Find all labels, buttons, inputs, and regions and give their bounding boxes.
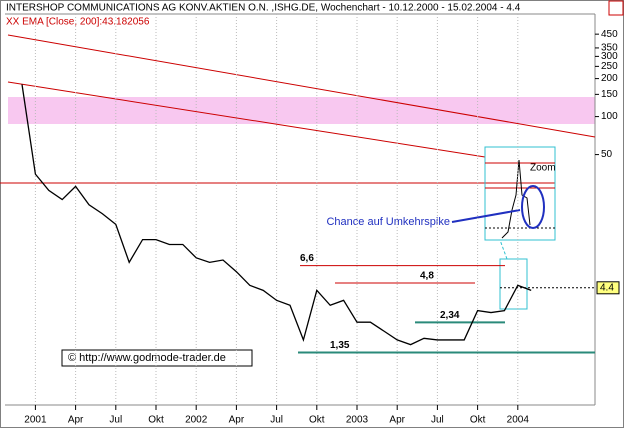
x-tick-label: Okt xyxy=(470,415,486,426)
y-tick-label: 450 xyxy=(601,29,618,40)
level-label: 4,8 xyxy=(420,271,434,282)
x-tick-label: 2001 xyxy=(24,415,47,426)
chance-label: Chance auf Umkehrspike xyxy=(326,216,450,228)
level-label: 2,34 xyxy=(440,310,460,321)
x-tick-label: Apr xyxy=(389,415,405,426)
y-tick-label: 350 xyxy=(601,43,618,54)
trend-line xyxy=(7,81,486,158)
x-tick-label: Jul xyxy=(270,415,283,426)
x-tick-label: 2002 xyxy=(185,415,208,426)
copyright-box xyxy=(61,349,253,367)
pink-zone xyxy=(8,97,595,124)
zoom-link xyxy=(499,239,508,260)
y-tick-label: 100 xyxy=(601,111,618,122)
x-tick-label: Apr xyxy=(68,415,84,426)
copyright: © http://www.godmode-trader.de xyxy=(68,352,226,364)
x-tick-label: 2004 xyxy=(507,415,530,426)
y-tick-label: 150 xyxy=(601,89,618,100)
y-tick-label: 300 xyxy=(601,51,618,62)
level-label: 1,35 xyxy=(330,340,350,351)
zoom-source xyxy=(499,258,528,310)
x-tick-label: Jul xyxy=(109,415,122,426)
highlight-ellipse xyxy=(521,185,545,229)
chart-title: INTERSHOP COMMUNICATIONS AG KONV.AKTIEN … xyxy=(6,3,521,14)
corner-box xyxy=(608,0,624,16)
last-price-box xyxy=(596,281,620,295)
zoom-label: Zoom xyxy=(530,163,556,174)
price-line xyxy=(21,84,532,346)
y-tick-label: 250 xyxy=(601,61,618,72)
y-tick-label: 50 xyxy=(601,149,613,160)
x-tick-label: Okt xyxy=(309,415,325,426)
zoom-box xyxy=(484,146,556,241)
x-tick-label: Jul xyxy=(431,415,444,426)
last-price-label: 4.4 xyxy=(600,282,614,293)
level-label: 6,6 xyxy=(300,253,314,264)
zoom-price xyxy=(501,159,531,239)
x-tick-label: Okt xyxy=(148,415,164,426)
pointer xyxy=(451,209,521,223)
legend-entry: XX EMA [Close, 200]:43.182056 xyxy=(6,17,150,28)
x-tick-label: 2003 xyxy=(346,415,369,426)
x-tick-label: Apr xyxy=(229,415,245,426)
y-tick-label: 200 xyxy=(601,73,618,84)
trend-line xyxy=(7,34,596,138)
